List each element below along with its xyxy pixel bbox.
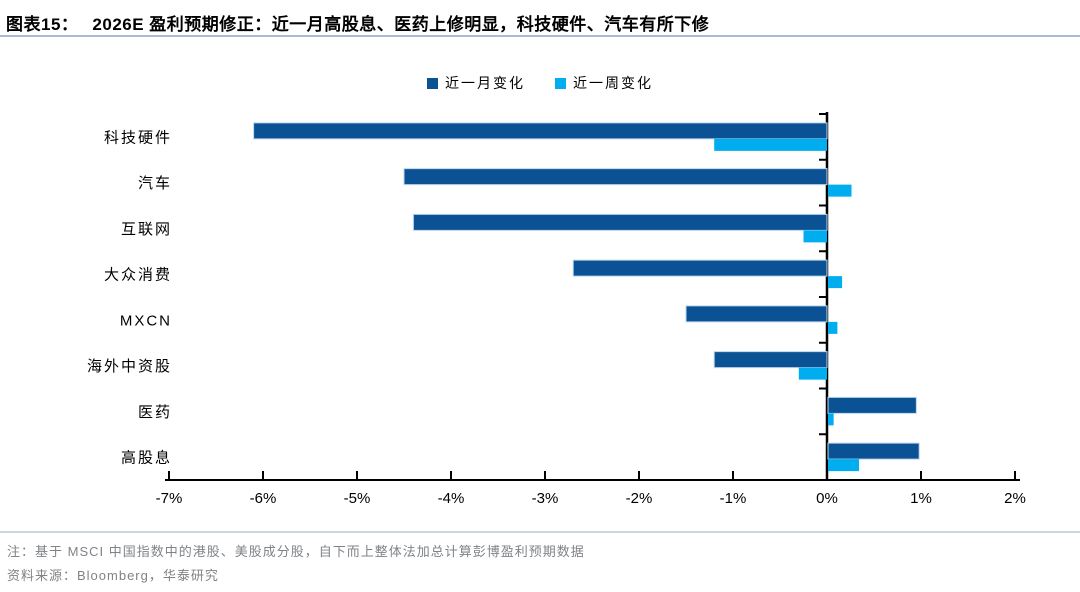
- figure-label: 图表15：: [6, 15, 79, 34]
- legend-swatch-week-icon: [555, 77, 566, 89]
- figure-title: 2026E 盈利预期修正：近一月高股息、医药上修明显，科技硬件、汽车有所下修: [92, 15, 710, 34]
- bar-month-2: [412, 213, 828, 231]
- category-label-4: MXCN: [120, 312, 172, 329]
- bar-month-7: [827, 442, 920, 460]
- bar-month-4: [685, 305, 828, 323]
- category-label-7: 高股息: [121, 450, 172, 467]
- legend-label-month: 近一月变化: [445, 75, 525, 91]
- x-tick-label-6: -1%: [720, 490, 747, 507]
- bar-month-1: [403, 168, 828, 186]
- x-tick-label-1: -6%: [250, 490, 277, 507]
- x-tick-label-2: -5%: [344, 490, 371, 507]
- bar-month-5: [713, 351, 828, 369]
- x-tick-label-9: 2%: [1004, 490, 1026, 507]
- category-label-2: 互联网: [121, 221, 172, 238]
- category-label-6: 医药: [138, 404, 172, 421]
- title-divider: [0, 35, 1080, 37]
- bar-week-3: [828, 276, 843, 289]
- category-label-1: 汽车: [138, 175, 172, 192]
- x-tick-label-4: -3%: [532, 490, 559, 507]
- legend-swatch-month-icon: [427, 77, 438, 89]
- source-line: 资料来源：Bloomberg，华泰研究: [7, 568, 219, 583]
- figure-notes: 注：基于 MSCI 中国指数中的港股、美股成分股，自下而上整体法加总计算彭博盈利…: [7, 540, 1067, 588]
- bar-week-7: [828, 459, 860, 472]
- x-tick-label-7: 0%: [816, 490, 838, 507]
- legend-label-week: 近一周变化: [573, 75, 653, 91]
- bar-week-2: [803, 230, 827, 243]
- bar-month-3: [572, 259, 828, 277]
- bar-week-5: [798, 367, 827, 380]
- category-label-0: 科技硬件: [104, 129, 172, 146]
- figure-header: 图表15： 2026E 盈利预期修正：近一月高股息、医药上修明显，科技硬件、汽车有…: [6, 10, 1076, 35]
- category-label-5: 海外中资股: [87, 358, 172, 375]
- bar-week-6: [828, 413, 834, 426]
- legend-item-month: 近一月变化: [427, 73, 525, 93]
- bar-month-6: [827, 396, 917, 414]
- bar-month-0: [253, 122, 828, 140]
- x-tick-label-3: -4%: [438, 490, 465, 507]
- bar-week-1: [828, 184, 852, 197]
- legend-item-week: 近一周变化: [555, 73, 653, 93]
- chart-legend: 近一月变化 近一周变化: [0, 73, 1080, 93]
- notes-divider: [0, 531, 1080, 533]
- bar-week-0: [714, 138, 827, 151]
- x-tick-label-8: 1%: [910, 490, 932, 507]
- x-tick-label-5: -2%: [626, 490, 653, 507]
- category-label-3: 大众消费: [104, 267, 172, 284]
- bar-week-4: [828, 321, 838, 334]
- x-tick-label-0: -7%: [156, 490, 183, 507]
- note-line: 注：基于 MSCI 中国指数中的港股、美股成分股，自下而上整体法加总计算彭博盈利…: [7, 544, 585, 559]
